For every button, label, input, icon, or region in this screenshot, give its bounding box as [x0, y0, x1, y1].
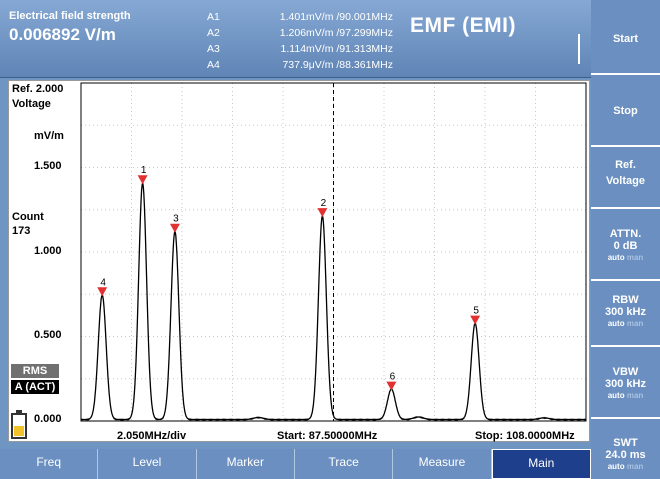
softkey-start[interactable]: Start: [591, 5, 660, 75]
marker-value: 1.114mV/m /91.313MHz: [280, 43, 393, 55]
peak-marker: [386, 381, 397, 391]
softkey-stop[interactable]: Stop: [591, 77, 660, 147]
peak-marker-label: 3: [173, 214, 179, 225]
battery-icon: [11, 410, 27, 439]
y-tick-label: 1.000: [34, 245, 62, 257]
y-tick-label: 0.000: [34, 413, 62, 425]
menu-tab-bar: Freq Level Marker Trace Measure Main: [0, 449, 591, 479]
softkey-attn[interactable]: ATTN. 0 dB auto man: [591, 211, 660, 281]
y-tick-label: 1.500: [34, 160, 62, 172]
tab-level[interactable]: Level: [98, 449, 197, 479]
field-strength-value: 0.006892 V/m: [9, 25, 116, 44]
tab-main[interactable]: Main: [491, 449, 591, 479]
spectrum-trace: [80, 182, 587, 422]
peak-marker-label: 2: [321, 198, 327, 209]
tab-measure[interactable]: Measure: [393, 449, 492, 479]
marker-readout-row: A1 1.401mV/m /90.001MHz: [207, 9, 393, 25]
marker-readout-row: A2 1.206mV/m /97.299MHz: [207, 25, 393, 41]
field-strength-label: Electrical field strength: [9, 10, 131, 22]
softkey-label: ATTN.: [609, 228, 642, 240]
toggle-on-text: auto: [607, 391, 625, 400]
softkey-label2: 300 kHz: [605, 306, 646, 318]
unit-label: mV/m: [34, 130, 64, 142]
count-label: Count: [12, 211, 44, 223]
peak-marker-label: 6: [390, 372, 396, 383]
marker-id: A1: [207, 11, 220, 23]
softkey-label: Ref.: [615, 159, 636, 171]
softkey-panel: Start Stop Ref. Voltage ATTN. 0 dB auto …: [591, 0, 660, 479]
marker-id: A3: [207, 43, 220, 55]
softkey-label: Start: [612, 33, 639, 45]
peak-marker: [137, 175, 148, 185]
auto-man-toggle: auto man: [608, 462, 644, 471]
peak-marker-label: 5: [473, 306, 479, 317]
spectrum-chart: 1 2 3 4 5 6: [80, 82, 587, 422]
detector-badge: RMS: [11, 364, 59, 378]
marker-id: A2: [207, 27, 220, 39]
softkey-ref-voltage[interactable]: Ref. Voltage: [591, 139, 660, 209]
peak-marker: [470, 315, 481, 325]
y-tick-label: 0.500: [34, 329, 62, 341]
ref-level-label: Ref. 2.000: [12, 83, 64, 95]
auto-man-toggle: auto man: [608, 319, 644, 328]
softkey-label2: Voltage: [606, 175, 645, 187]
softkey-label: VBW: [612, 366, 639, 378]
toggle-off-text: man: [626, 391, 644, 400]
header-divider: [578, 34, 580, 64]
peak-marker: [317, 208, 328, 218]
softkey-label: Stop: [613, 105, 638, 117]
auto-man-toggle: auto man: [608, 391, 644, 400]
peak-marker-label: 1: [141, 165, 147, 176]
marker-value: 737.9μV/m /88.361MHz: [282, 59, 393, 71]
softkey-label: RBW: [612, 294, 639, 306]
marker-id: A4: [207, 59, 220, 71]
toggle-on-text: auto: [607, 253, 625, 262]
mode-title: EMF (EMI): [410, 14, 516, 37]
softkey-label2: 24.0 ms: [605, 449, 646, 461]
marker-value: 1.206mV/m /97.299MHz: [279, 27, 393, 39]
trace-mode-badge: A (ACT): [11, 380, 59, 394]
peak-marker-label: 4: [100, 277, 106, 288]
spectrum-plot[interactable]: 1 2 3 4 5 6 Ref. 2.000 Voltage mV/m Count 173…: [8, 80, 590, 442]
measurement-header: Electrical field strength 0.006892 V/m A…: [0, 0, 591, 78]
tab-trace[interactable]: Trace: [295, 449, 394, 479]
softkey-label2: 300 kHz: [605, 378, 646, 390]
toggle-on-text: auto: [607, 462, 625, 471]
marker-readout-row: A3 1.114mV/m /91.313MHz: [207, 41, 393, 57]
softkey-vbw[interactable]: VBW 300 kHz auto man: [591, 349, 660, 419]
peak-marker: [169, 223, 180, 233]
div-label: 2.050MHz/div: [117, 430, 187, 442]
softkey-label2: 0 dB: [613, 240, 638, 252]
softkey-label: SWT: [613, 437, 638, 449]
stop-freq-label: Stop: 108.0000MHz: [475, 430, 575, 442]
marker-value: 1.401mV/m /90.001MHz: [279, 11, 393, 23]
marker-readout-row: A4 737.9μV/m /88.361MHz: [207, 57, 393, 73]
count-value: 173: [12, 225, 31, 237]
toggle-off-text: man: [626, 319, 644, 328]
toggle-off-text: man: [626, 462, 644, 471]
tab-freq[interactable]: Freq: [0, 449, 99, 479]
softkey-rbw[interactable]: RBW 300 kHz auto man: [591, 277, 660, 347]
toggle-on-text: auto: [607, 319, 625, 328]
tab-marker[interactable]: Marker: [197, 449, 295, 479]
start-freq-label: Start: 87.50000MHz: [277, 430, 378, 442]
auto-man-toggle: auto man: [608, 253, 644, 262]
peak-marker: [97, 287, 108, 297]
softkey-swt[interactable]: SWT 24.0 ms auto man: [591, 419, 660, 479]
marker-readout-list: A1 1.401mV/m /90.001MHz A2 1.206mV/m /97…: [207, 9, 393, 73]
ref-voltage-label: Voltage: [12, 98, 51, 110]
toggle-off-text: man: [626, 253, 644, 262]
